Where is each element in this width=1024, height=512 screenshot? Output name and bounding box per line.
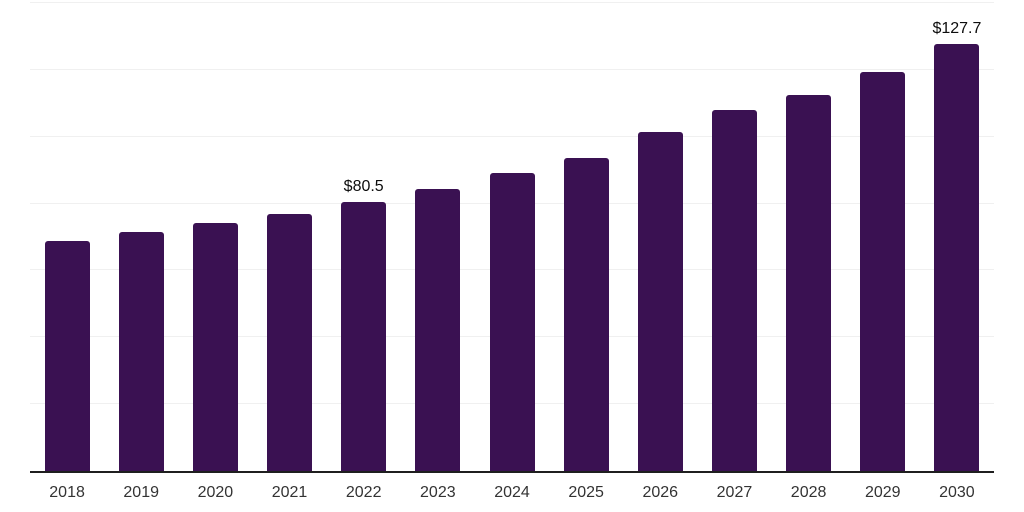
gridline [30, 135, 994, 137]
bar-2028 [786, 95, 832, 471]
x-tick-label-2028: 2028 [790, 484, 827, 501]
x-tick-label-2021: 2021 [271, 484, 308, 501]
bar-2024 [489, 172, 535, 471]
gridline [30, 2, 994, 3]
bar-value-label-2022: $80.5 [343, 177, 384, 195]
x-tick-label-2019: 2019 [123, 484, 159, 501]
x-axis-ticks: 2018 2019 2020 2021 2022 2023 2024 2025 2026 2027… [30, 484, 994, 506]
bar-2025 [563, 158, 609, 471]
bar-value-label-2030: $127.7 [932, 20, 982, 38]
bar-2022 [341, 201, 387, 471]
x-tick-label-2020: 2020 [197, 484, 234, 501]
x-tick-label-2027: 2027 [716, 484, 753, 501]
bar-2026 [637, 132, 683, 471]
bar-2021 [267, 213, 313, 471]
x-tick-label-2018: 2018 [49, 484, 85, 501]
bar-2029 [860, 72, 906, 471]
plot-area: $80.5 $127.7 [30, 0, 994, 473]
x-tick-label-2025: 2025 [568, 484, 604, 501]
x-tick-label-2026: 2026 [642, 484, 679, 501]
bar-2018 [44, 240, 90, 471]
x-tick-label-2029: 2029 [864, 484, 901, 501]
bar-2030 [934, 44, 980, 471]
x-tick-label-2023: 2023 [420, 484, 456, 501]
bar-2020 [192, 222, 238, 471]
gridline [30, 68, 994, 70]
x-axis-line [30, 471, 994, 473]
x-tick-label-2030: 2030 [939, 484, 975, 501]
bar-2019 [118, 232, 164, 471]
x-tick-label-2022: 2022 [345, 484, 382, 501]
x-tick-label-2024: 2024 [494, 484, 530, 501]
bar-2023 [415, 188, 461, 471]
bar-2027 [711, 110, 757, 471]
